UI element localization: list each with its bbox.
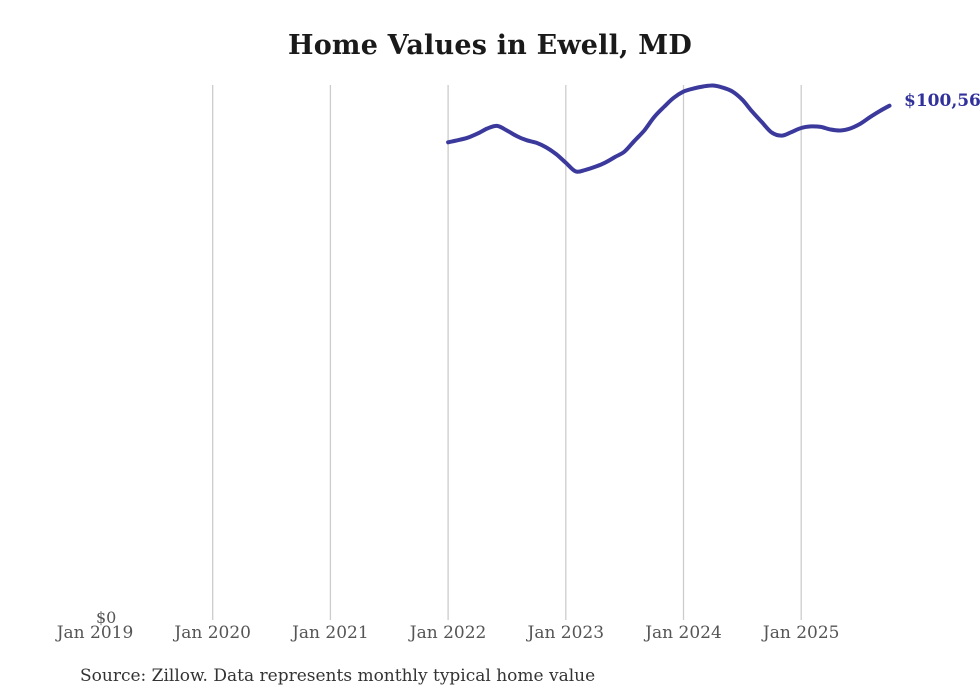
x-axis-tick-label: Jan 2021 [290, 623, 369, 643]
chart-title: Home Values in Ewell, MD [288, 30, 692, 61]
y-axis-zero-label: $0 [96, 608, 117, 627]
x-axis-tick-label: Jan 2019 [55, 623, 134, 643]
x-axis-tick-label: Jan 2022 [408, 623, 487, 643]
source-note: Source: Zillow. Data represents monthly … [80, 666, 596, 686]
x-axis-tick-label: Jan 2023 [526, 623, 605, 643]
x-axis-tick-label: Jan 2025 [761, 623, 840, 643]
home-value-line [446, 83, 892, 174]
x-axis-tick-label: Jan 2020 [172, 623, 251, 643]
x-axis-tick-label: Jan 2024 [643, 623, 722, 643]
latest-value-label: $100,560 [904, 91, 980, 111]
